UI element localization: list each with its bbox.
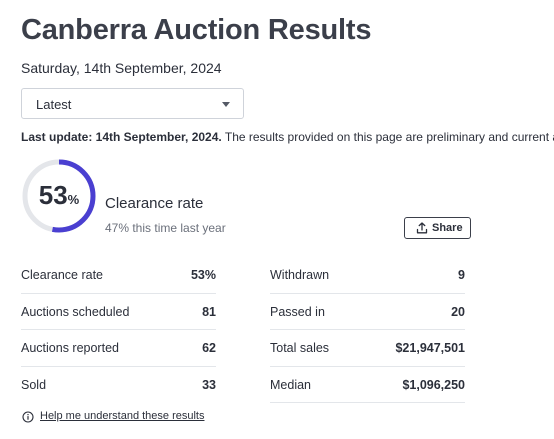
- info-icon: [22, 411, 34, 423]
- gauge-value: 53: [38, 180, 68, 210]
- stat-value: 33: [202, 377, 216, 392]
- stat-value: 20: [451, 304, 465, 319]
- gauge-percentage: 53%: [21, 180, 97, 211]
- stat-row: Median $1,096,250: [270, 367, 465, 403]
- stat-row: Clearance rate 53%: [21, 257, 216, 294]
- stat-row: Auctions reported 62: [21, 330, 216, 367]
- clearance-last-year: 47% this time last year: [105, 221, 226, 235]
- stat-label: Passed in: [270, 304, 325, 319]
- stat-value: 53%: [190, 268, 216, 282]
- share-button[interactable]: Share: [404, 217, 471, 239]
- clearance-rate-label: Clearance rate: [105, 195, 204, 212]
- stat-label: Withdrawn: [270, 268, 330, 282]
- stat-label: Total sales: [270, 341, 330, 355]
- stat-row: Total sales $21,947,501: [270, 330, 465, 367]
- stat-row: Sold 33: [21, 367, 216, 404]
- last-update-notice: Last update: 14th September, 2024. The r…: [21, 130, 554, 144]
- stat-label: Median: [270, 377, 311, 392]
- gauge-ring: [22, 159, 96, 233]
- stat-label: Clearance rate: [21, 268, 103, 282]
- chevron-down-icon: [222, 102, 230, 107]
- gauge-arc: [22, 159, 96, 233]
- last-update-text: The results provided on this page are pr…: [224, 130, 554, 144]
- select-value: Latest: [36, 97, 72, 112]
- last-update-date: Last update: 14th September, 2024.: [21, 130, 222, 144]
- results-period-select[interactable]: Latest: [21, 88, 244, 119]
- stat-label: Auctions scheduled: [21, 304, 130, 319]
- stat-row: Passed in 20: [270, 294, 465, 330]
- stat-value: 62: [202, 341, 216, 355]
- stat-value: 9: [458, 268, 465, 282]
- stat-row: Auctions scheduled 81: [21, 294, 216, 330]
- stats-table-right: Withdrawn 9 Passed in 20 Total sales $21…: [270, 257, 465, 403]
- stat-label: Auctions reported: [21, 341, 119, 355]
- stats-table-left: Clearance rate 53% Auctions scheduled 81…: [21, 257, 216, 403]
- share-label: Share: [432, 222, 463, 234]
- gauge-percent-sign: %: [67, 192, 80, 207]
- clearance-rate-gauge: 53%: [21, 158, 97, 234]
- auction-date: Saturday, 14th September, 2024: [21, 60, 222, 76]
- page-title: Canberra Auction Results: [21, 14, 372, 46]
- help-link-label[interactable]: Help me understand these results: [40, 410, 205, 422]
- stat-label: Sold: [21, 377, 47, 392]
- stat-value: 81: [202, 304, 216, 319]
- stat-value: $21,947,501: [395, 341, 465, 355]
- share-upload-icon: [416, 222, 428, 234]
- stat-value: $1,096,250: [402, 377, 465, 392]
- stat-row: Withdrawn 9: [270, 257, 465, 294]
